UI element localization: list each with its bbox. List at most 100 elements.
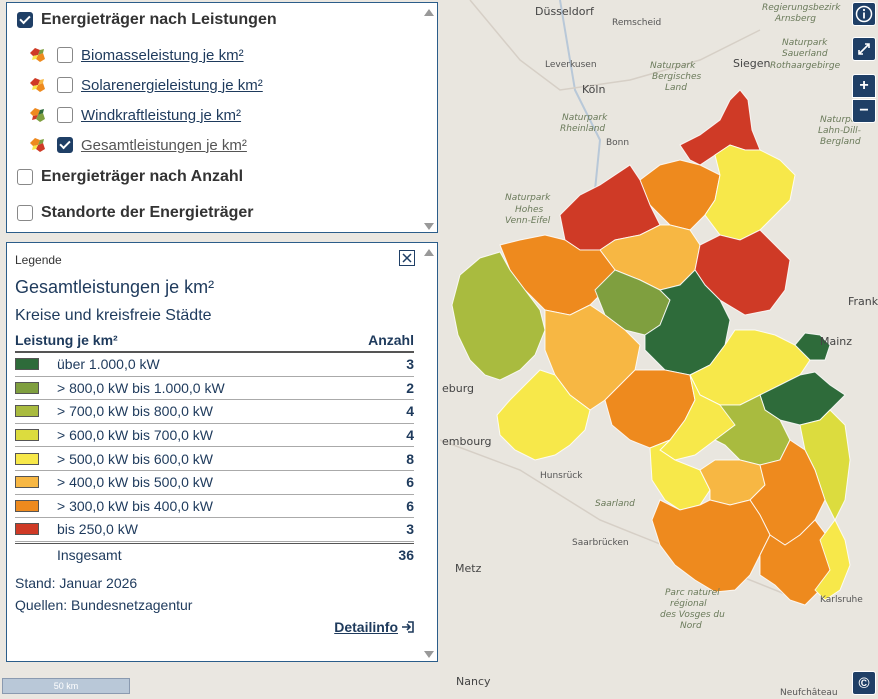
choropleth-regions bbox=[451, 89, 851, 606]
place-mainz: Mainz bbox=[820, 335, 852, 348]
scroll-down-icon[interactable] bbox=[424, 223, 434, 230]
legend-row: > 300,0 kW bis 400,0 kW 6 bbox=[15, 495, 414, 519]
choropleth-layer-icon bbox=[30, 108, 45, 122]
checkbox-group-anzahl[interactable] bbox=[17, 169, 33, 185]
legend-row-count: 8 bbox=[406, 450, 414, 467]
region-red-north bbox=[679, 89, 761, 166]
region-yellow-southtip bbox=[814, 519, 851, 601]
place-frank: Frank bbox=[848, 295, 878, 308]
legend-row-count: 3 bbox=[406, 521, 414, 538]
sublayer-solar[interactable]: Solarenergieleistung je km² bbox=[27, 75, 263, 95]
close-icon bbox=[402, 253, 412, 263]
checkbox-group-leistungen[interactable] bbox=[17, 12, 33, 28]
place-metz: Metz bbox=[455, 562, 482, 575]
legend-row-count: 4 bbox=[406, 403, 414, 420]
legend-row: bis 250,0 kW 3 bbox=[15, 518, 414, 542]
fullscreen-icon bbox=[858, 43, 870, 55]
scroll-up-icon[interactable] bbox=[424, 9, 434, 16]
label-rheinland2: Rheinland bbox=[560, 124, 605, 134]
legend-col-class: Leistung je km² bbox=[15, 332, 118, 348]
place-saarbruecken: Saarbrücken bbox=[572, 538, 629, 548]
choropleth-layer-icon bbox=[30, 48, 45, 62]
legend-title: Gesamtleistungen je km² bbox=[15, 277, 215, 297]
detailinfo-label[interactable]: Detailinfo bbox=[334, 619, 398, 635]
sublayer-wind[interactable]: Windkraftleistung je km² bbox=[27, 105, 241, 125]
legend-row: über 1.000,0 kW 3 bbox=[15, 353, 414, 377]
place-bonn: Bonn bbox=[606, 138, 629, 148]
layer-group-label[interactable]: Energieträger nach Leistungen bbox=[41, 11, 277, 28]
legend-row-count: 2 bbox=[406, 379, 414, 396]
legend-row-label: > 300,0 kW bis 400,0 kW bbox=[57, 497, 214, 514]
place-koeln: Köln bbox=[582, 83, 605, 96]
scroll-up-icon[interactable] bbox=[424, 249, 434, 256]
legend-row: > 500,0 kW bis 600,0 kW 8 bbox=[15, 447, 414, 471]
checkbox-gesamt[interactable] bbox=[57, 137, 73, 153]
scroll-down-icon[interactable] bbox=[424, 651, 434, 658]
sublayer-label[interactable]: Windkraftleistung je km² bbox=[81, 106, 242, 124]
place-duesseldorf: Düsseldorf bbox=[535, 5, 595, 18]
label-vosges1: Parc naturel bbox=[665, 588, 720, 598]
checkbox-group-standorte[interactable] bbox=[17, 205, 33, 221]
legend-rows: über 1.000,0 kW 3 > 800,0 kW bis 1.000,0… bbox=[15, 353, 414, 542]
sublayer-biomasse[interactable]: Biomasseleistung je km² bbox=[27, 45, 244, 65]
legend-row-count: 4 bbox=[406, 427, 414, 444]
info-button[interactable] bbox=[852, 2, 876, 26]
label-lahn2: Lahn-Dill- bbox=[818, 126, 861, 136]
map-labels: Düsseldorf Remscheid Leverkusen Köln Bon… bbox=[442, 3, 878, 698]
label-sauerland2: Sauerland bbox=[782, 49, 828, 59]
zoom-in-button[interactable]: + bbox=[852, 74, 876, 98]
label-regbez: Regierungsbezirk bbox=[762, 3, 841, 13]
close-button[interactable] bbox=[399, 250, 415, 266]
legend-header: Legende bbox=[15, 253, 62, 267]
legend-table: Leistung je km² Anzahl über 1.000,0 kW 3… bbox=[15, 332, 414, 567]
sublayer-label[interactable]: Biomasseleistung je km² bbox=[81, 46, 244, 64]
fullscreen-button[interactable] bbox=[852, 37, 876, 61]
label-vosges3: des Vosges du bbox=[660, 610, 725, 620]
label-bergisch3: Land bbox=[665, 83, 687, 93]
legend-swatch bbox=[15, 476, 39, 489]
choropleth-layer-icon bbox=[30, 78, 45, 92]
copyright-button[interactable]: © bbox=[852, 671, 876, 695]
sublayer-gesamt[interactable]: Gesamtleistungen je km² bbox=[27, 135, 247, 155]
zoom-out-button[interactable]: − bbox=[852, 99, 876, 123]
layer-group-label[interactable]: Energieträger nach Anzahl bbox=[41, 168, 244, 185]
legend-swatch bbox=[15, 499, 39, 512]
legend-swatch bbox=[15, 523, 39, 536]
scale-bar: 50 km bbox=[2, 678, 130, 694]
label-venn3: Venn-Eifel bbox=[505, 216, 551, 226]
place-leverkusen: Leverkusen bbox=[545, 60, 597, 70]
legend-stand: Stand: Januar 2026 bbox=[15, 575, 138, 591]
detailinfo-link[interactable]: Detailinfo bbox=[334, 619, 415, 635]
place-siegen: Siegen bbox=[733, 57, 771, 70]
place-karlsruhe: Karlsruhe bbox=[820, 595, 863, 605]
legend-total-row: Insgesamt 36 bbox=[15, 542, 414, 567]
region-darkgreen-east bbox=[794, 332, 831, 361]
place-hunsrueck: Hunsrück bbox=[540, 471, 583, 481]
info-icon bbox=[855, 5, 873, 23]
checkbox-biomasse[interactable] bbox=[57, 47, 73, 63]
checkbox-solar[interactable] bbox=[57, 77, 73, 93]
legend-swatch bbox=[15, 429, 39, 442]
label-venn2: Hohes bbox=[515, 205, 544, 215]
layer-group-leistungen[interactable]: Energieträger nach Leistungen bbox=[17, 11, 277, 29]
external-link-icon bbox=[402, 621, 414, 633]
region-yellow-northeast bbox=[704, 144, 796, 241]
label-lahn3: Bergland bbox=[820, 137, 861, 147]
legend-swatch bbox=[15, 452, 39, 465]
sublayer-label[interactable]: Gesamtleistungen je km² bbox=[81, 136, 247, 154]
legend-row-label: > 800,0 kW bis 1.000,0 kW bbox=[57, 379, 225, 396]
layer-group-label[interactable]: Standorte der Energieträger bbox=[41, 204, 254, 221]
place-nancy: Nancy bbox=[456, 675, 491, 688]
legend-total-count: 36 bbox=[398, 547, 414, 564]
legend-row-count: 3 bbox=[406, 356, 414, 373]
legend-panel: Legende Gesamtleistungen je km² Kreise u… bbox=[6, 242, 438, 662]
layer-group-standorte[interactable]: Standorte der Energieträger bbox=[17, 204, 254, 222]
sublayer-label[interactable]: Solarenergieleistung je km² bbox=[81, 76, 263, 94]
legend-row-label: > 600,0 kW bis 700,0 kW bbox=[57, 427, 214, 444]
legend-row-label: > 700,0 kW bis 800,0 kW bbox=[57, 403, 214, 420]
checkbox-wind[interactable] bbox=[57, 107, 73, 123]
layer-group-anzahl[interactable]: Energieträger nach Anzahl bbox=[17, 168, 243, 186]
legend-swatch bbox=[15, 358, 39, 371]
